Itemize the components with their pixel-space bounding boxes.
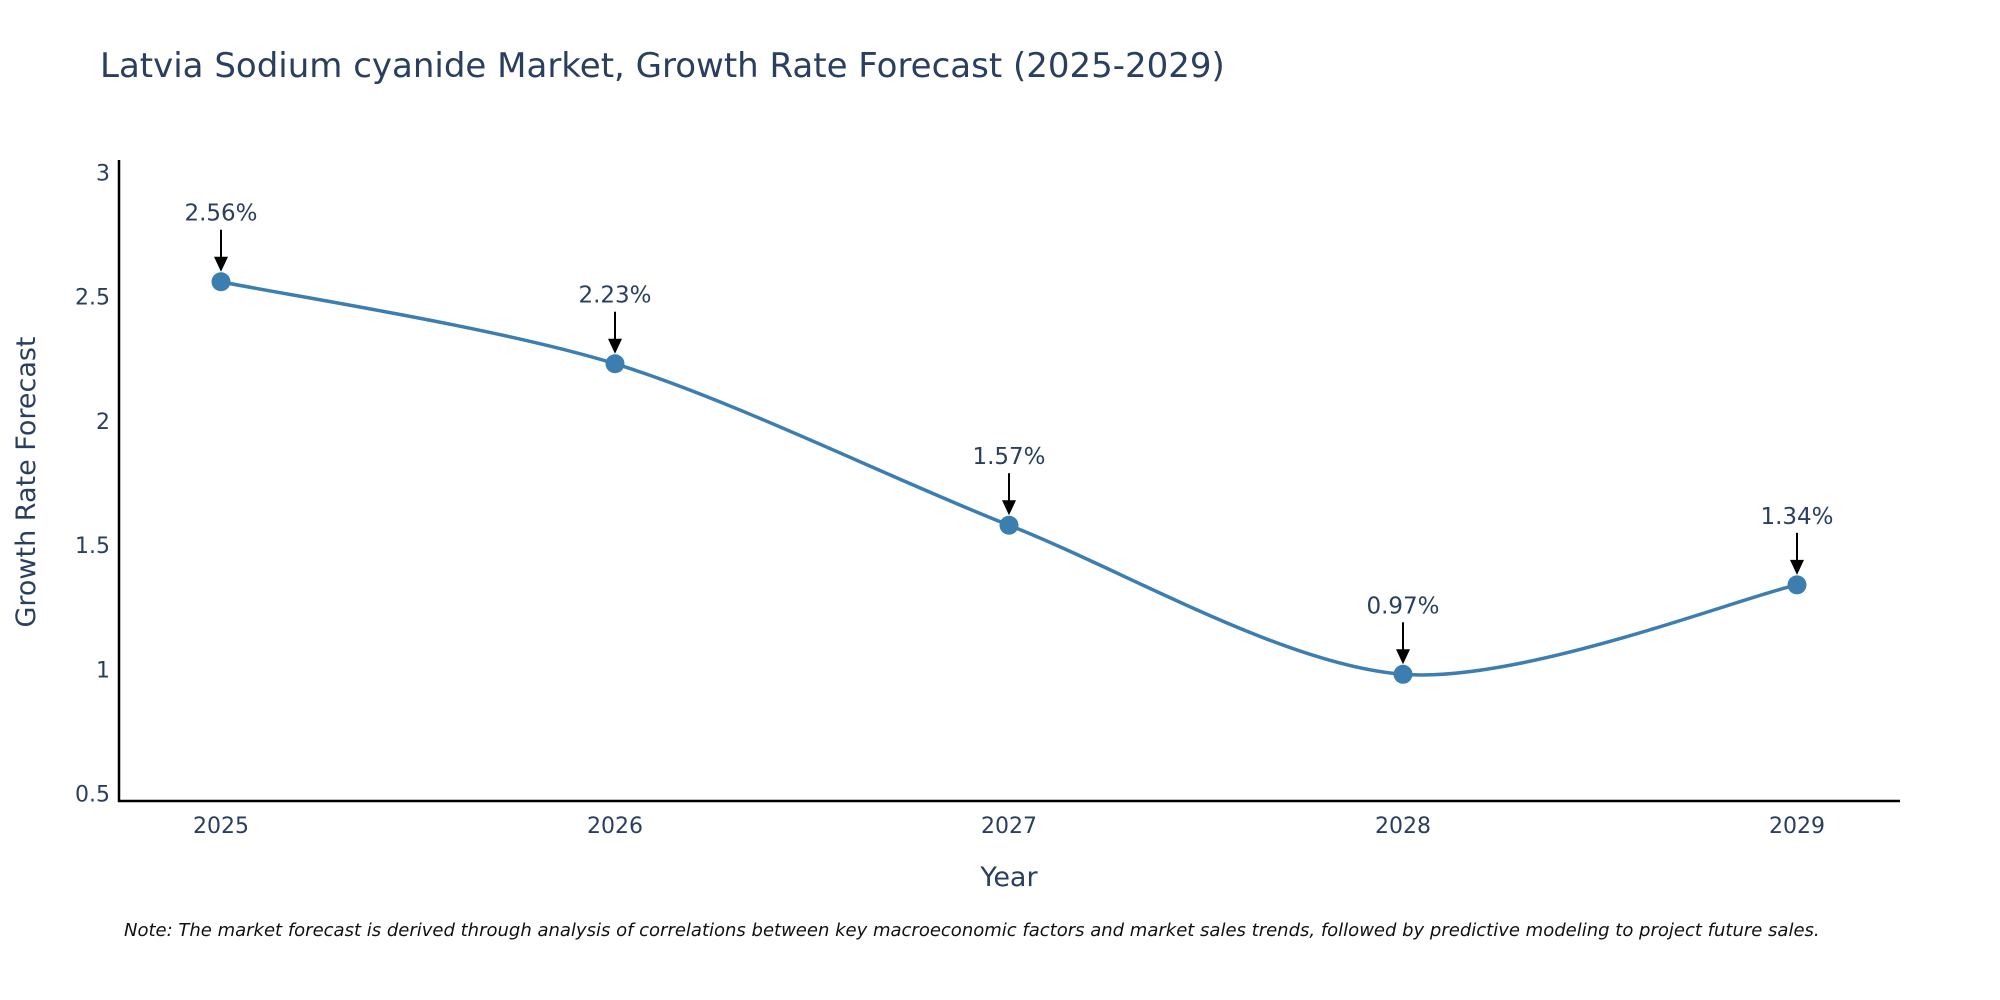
data-label: 2.56% — [184, 201, 257, 227]
y-tick-label: 2.5 — [75, 286, 110, 311]
x-tick-label: 2029 — [1769, 814, 1825, 839]
chart-title: Latvia Sodium cyanide Market, Growth Rat… — [100, 46, 1225, 86]
data-point-marker — [999, 515, 1019, 535]
data-label: 2.23% — [578, 283, 651, 309]
data-point-marker — [211, 272, 231, 292]
y-tick-label: 3 — [96, 161, 110, 186]
x-tick-label: 2025 — [193, 814, 249, 839]
x-axis-title: Year — [979, 862, 1038, 893]
x-tick-label: 2028 — [1375, 814, 1431, 839]
data-point-marker — [605, 354, 625, 374]
data-point-marker — [1393, 664, 1413, 684]
x-tick-label: 2027 — [981, 814, 1037, 839]
annotation-arrow-head — [608, 338, 622, 354]
y-axis-ticks: 0.5 1 1.5 2 2.5 3 — [75, 161, 110, 807]
y-tick-label: 1.5 — [75, 534, 110, 559]
annotation-arrow-head — [214, 256, 228, 272]
footnote: Note: The market forecast is derived thr… — [124, 920, 1820, 941]
data-point-marker — [1787, 575, 1807, 595]
data-label-annotations: 2.56% 2.23% 1.57% 0.97% 1.34% — [184, 201, 1834, 665]
y-axis-title: Growth Rate Forecast — [11, 336, 42, 627]
y-tick-label: 2 — [96, 410, 110, 435]
data-label: 1.57% — [972, 444, 1045, 470]
y-tick-label: 0.5 — [75, 783, 110, 808]
data-label: 1.34% — [1760, 504, 1833, 530]
annotation-arrow-head — [1396, 649, 1410, 665]
y-tick-label: 1 — [96, 658, 110, 683]
x-tick-label: 2026 — [587, 814, 643, 839]
annotation-arrow-head — [1002, 500, 1016, 516]
x-axis-ticks: 2025 2026 2027 2028 2029 — [193, 814, 1825, 839]
series-markers — [211, 272, 1807, 684]
annotation-arrow-head — [1790, 559, 1804, 575]
data-label: 0.97% — [1366, 593, 1439, 619]
